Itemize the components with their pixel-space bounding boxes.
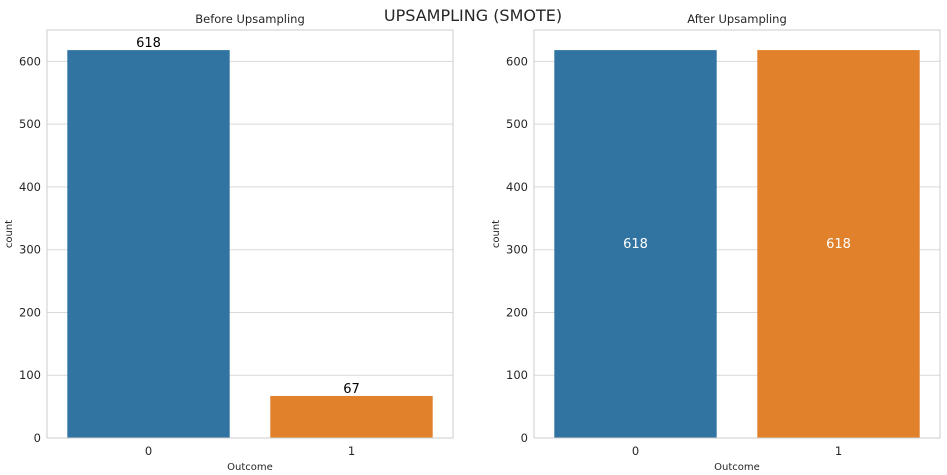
figure-title: UPSAMPLING (SMOTE)	[384, 6, 562, 25]
bar-0	[554, 50, 717, 439]
y-axis-label: count	[491, 220, 502, 248]
chart-before-upsampling: 0 100 200 300 400 500 600 0 1 618 67 Before Upsampl…	[4, 12, 454, 473]
y-tick-label: 200	[506, 305, 528, 319]
y-tick-label: 500	[19, 117, 41, 131]
bar-data-label: 618	[826, 237, 851, 252]
y-tick-label: 100	[19, 368, 41, 382]
chart-after-upsampling: 0 100 200 300 400 500 600 0 1 618 618 After Upsampl…	[491, 12, 941, 473]
x-tick-label: 0	[632, 444, 639, 458]
y-tick-label: 0	[34, 431, 41, 445]
y-tick-label: 400	[19, 180, 41, 194]
bar-data-label: 618	[623, 237, 648, 252]
y-tick-label: 400	[506, 180, 528, 194]
y-tick-label: 600	[506, 54, 528, 68]
x-tick-label: 1	[348, 444, 355, 458]
y-tick-label: 600	[19, 54, 41, 68]
chart-title: After Upsampling	[687, 12, 787, 26]
chart-title: Before Upsampling	[195, 12, 305, 26]
y-axis-label: count	[4, 220, 15, 248]
bar-data-label: 67	[343, 382, 360, 397]
y-tick-label: 300	[19, 243, 41, 257]
y-tick-label: 300	[506, 243, 528, 257]
x-tick-label: 1	[835, 444, 842, 458]
plot-frame	[46, 29, 454, 439]
bar-0	[67, 50, 230, 439]
y-tick-label: 500	[506, 117, 528, 131]
plot-frame	[533, 29, 941, 439]
y-tick-label: 0	[521, 431, 528, 445]
bar-data-label: 618	[136, 36, 161, 51]
x-tick-label: 0	[145, 444, 152, 458]
bar-1	[270, 395, 433, 438]
y-tick-label: 100	[506, 368, 528, 382]
bar-1	[757, 50, 920, 439]
x-axis-label: Outcome	[714, 462, 760, 473]
y-tick-label: 200	[19, 305, 41, 319]
x-axis-label: Outcome	[227, 462, 273, 473]
